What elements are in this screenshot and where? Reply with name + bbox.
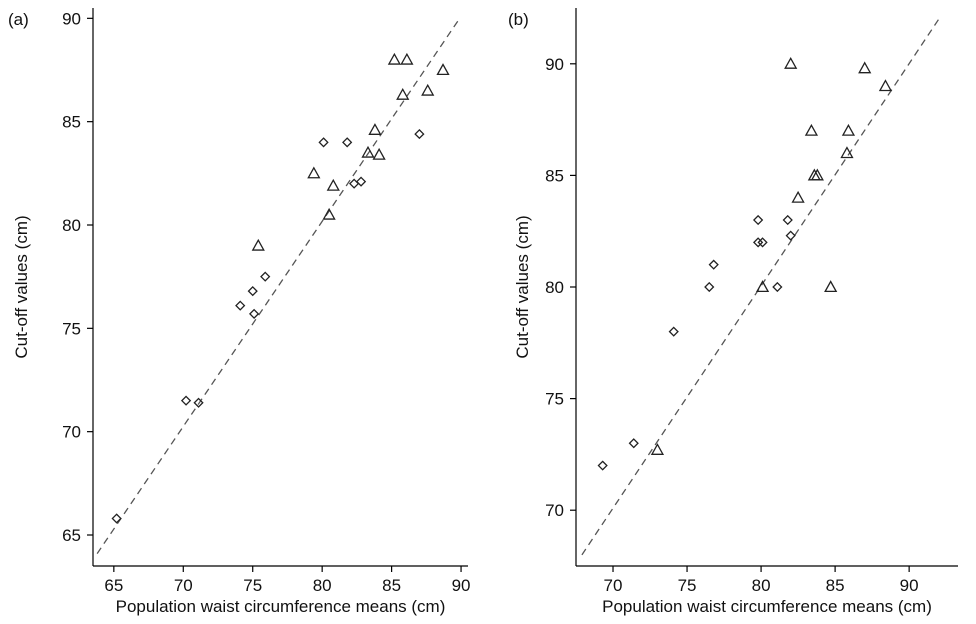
- diamond-marker: [668, 326, 679, 337]
- triangle-marker: [387, 52, 401, 65]
- x-tick-label: 70: [174, 576, 193, 595]
- triangle-marker: [858, 61, 872, 74]
- triangle-marker: [840, 146, 854, 159]
- y-tick-label: 70: [62, 423, 81, 442]
- triangle-marker: [824, 280, 838, 293]
- diamond-marker: [785, 230, 796, 241]
- diamond-marker: [193, 397, 204, 408]
- diamond-marker: [342, 137, 353, 148]
- diamond-marker: [247, 286, 258, 297]
- triangle-marker: [400, 52, 414, 65]
- y-tick-label: 75: [62, 319, 81, 338]
- y-axis-title: Cut-off values (cm): [12, 215, 31, 358]
- triangle-marker: [326, 178, 340, 191]
- y-axis-title: Cut-off values (cm): [513, 215, 532, 358]
- y-tick-label: 70: [545, 501, 564, 520]
- triangle-marker: [421, 83, 435, 96]
- dashed-reference-line: [581, 18, 940, 556]
- x-tick-label: 85: [382, 576, 401, 595]
- y-tick-label: 80: [545, 278, 564, 297]
- diamond-marker: [772, 281, 783, 293]
- diamond-marker: [628, 438, 639, 449]
- y-tick-label: 85: [62, 113, 81, 132]
- diamond-marker: [757, 237, 768, 248]
- triangle-marker: [322, 207, 336, 220]
- diamond-marker: [355, 176, 367, 187]
- x-tick-label: 80: [752, 576, 771, 595]
- triangle-marker: [841, 123, 856, 136]
- triangle-marker: [804, 123, 819, 136]
- triangle-marker: [650, 443, 665, 455]
- triangle-marker: [396, 87, 410, 100]
- diamond-marker: [414, 128, 425, 140]
- triangle-marker: [372, 147, 386, 160]
- y-tick-label: 90: [62, 9, 81, 28]
- triangle-marker: [368, 123, 382, 135]
- y-tick-label: 65: [62, 526, 81, 545]
- x-tick-label: 75: [243, 576, 262, 595]
- diamond-marker: [752, 237, 764, 248]
- x-tick-label: 75: [678, 576, 697, 595]
- diamond-marker: [708, 259, 719, 270]
- panel-label: (a): [8, 10, 29, 29]
- triangle-marker: [791, 190, 805, 203]
- triangle-marker: [361, 145, 375, 158]
- y-tick-label: 80: [62, 216, 81, 235]
- y-tick-label: 90: [545, 55, 564, 74]
- x-tick-label: 65: [104, 576, 123, 595]
- diamond-marker: [704, 281, 715, 293]
- diamond-marker: [782, 214, 793, 226]
- x-axis-title: Population waist circumference means (cm…: [116, 597, 446, 616]
- diamond-marker: [235, 300, 246, 311]
- y-tick-label: 85: [545, 166, 564, 185]
- triangle-marker: [810, 168, 824, 181]
- diamond-marker: [248, 308, 260, 319]
- panel-label: (b): [508, 10, 529, 29]
- triangle-marker: [251, 238, 265, 251]
- x-tick-label: 80: [313, 576, 332, 595]
- diamond-marker: [597, 460, 608, 471]
- x-axis-title: Population waist circumference means (cm…: [602, 597, 932, 616]
- triangle-marker: [755, 280, 770, 293]
- diamond-marker: [111, 513, 122, 524]
- diamond-marker: [752, 214, 764, 226]
- diamond-marker: [260, 271, 271, 282]
- diamond-marker: [318, 137, 329, 148]
- triangle-marker: [436, 63, 450, 76]
- y-tick-label: 75: [545, 390, 564, 409]
- panel-a: 65 70 75 80 85 90 65 70 75 80 85 90 Population waist…: [8, 8, 471, 616]
- panel-b: 70 75 80 85 90 70 75 80 85 90 Population waist cir…: [508, 8, 958, 616]
- x-tick-label: 90: [452, 576, 471, 595]
- triangle-marker: [307, 166, 321, 179]
- x-tick-label: 90: [900, 576, 919, 595]
- triangle-marker: [784, 56, 798, 69]
- triangle-marker: [878, 79, 893, 92]
- x-tick-label: 70: [604, 576, 623, 595]
- diamond-marker: [180, 395, 192, 406]
- x-tick-label: 85: [826, 576, 845, 595]
